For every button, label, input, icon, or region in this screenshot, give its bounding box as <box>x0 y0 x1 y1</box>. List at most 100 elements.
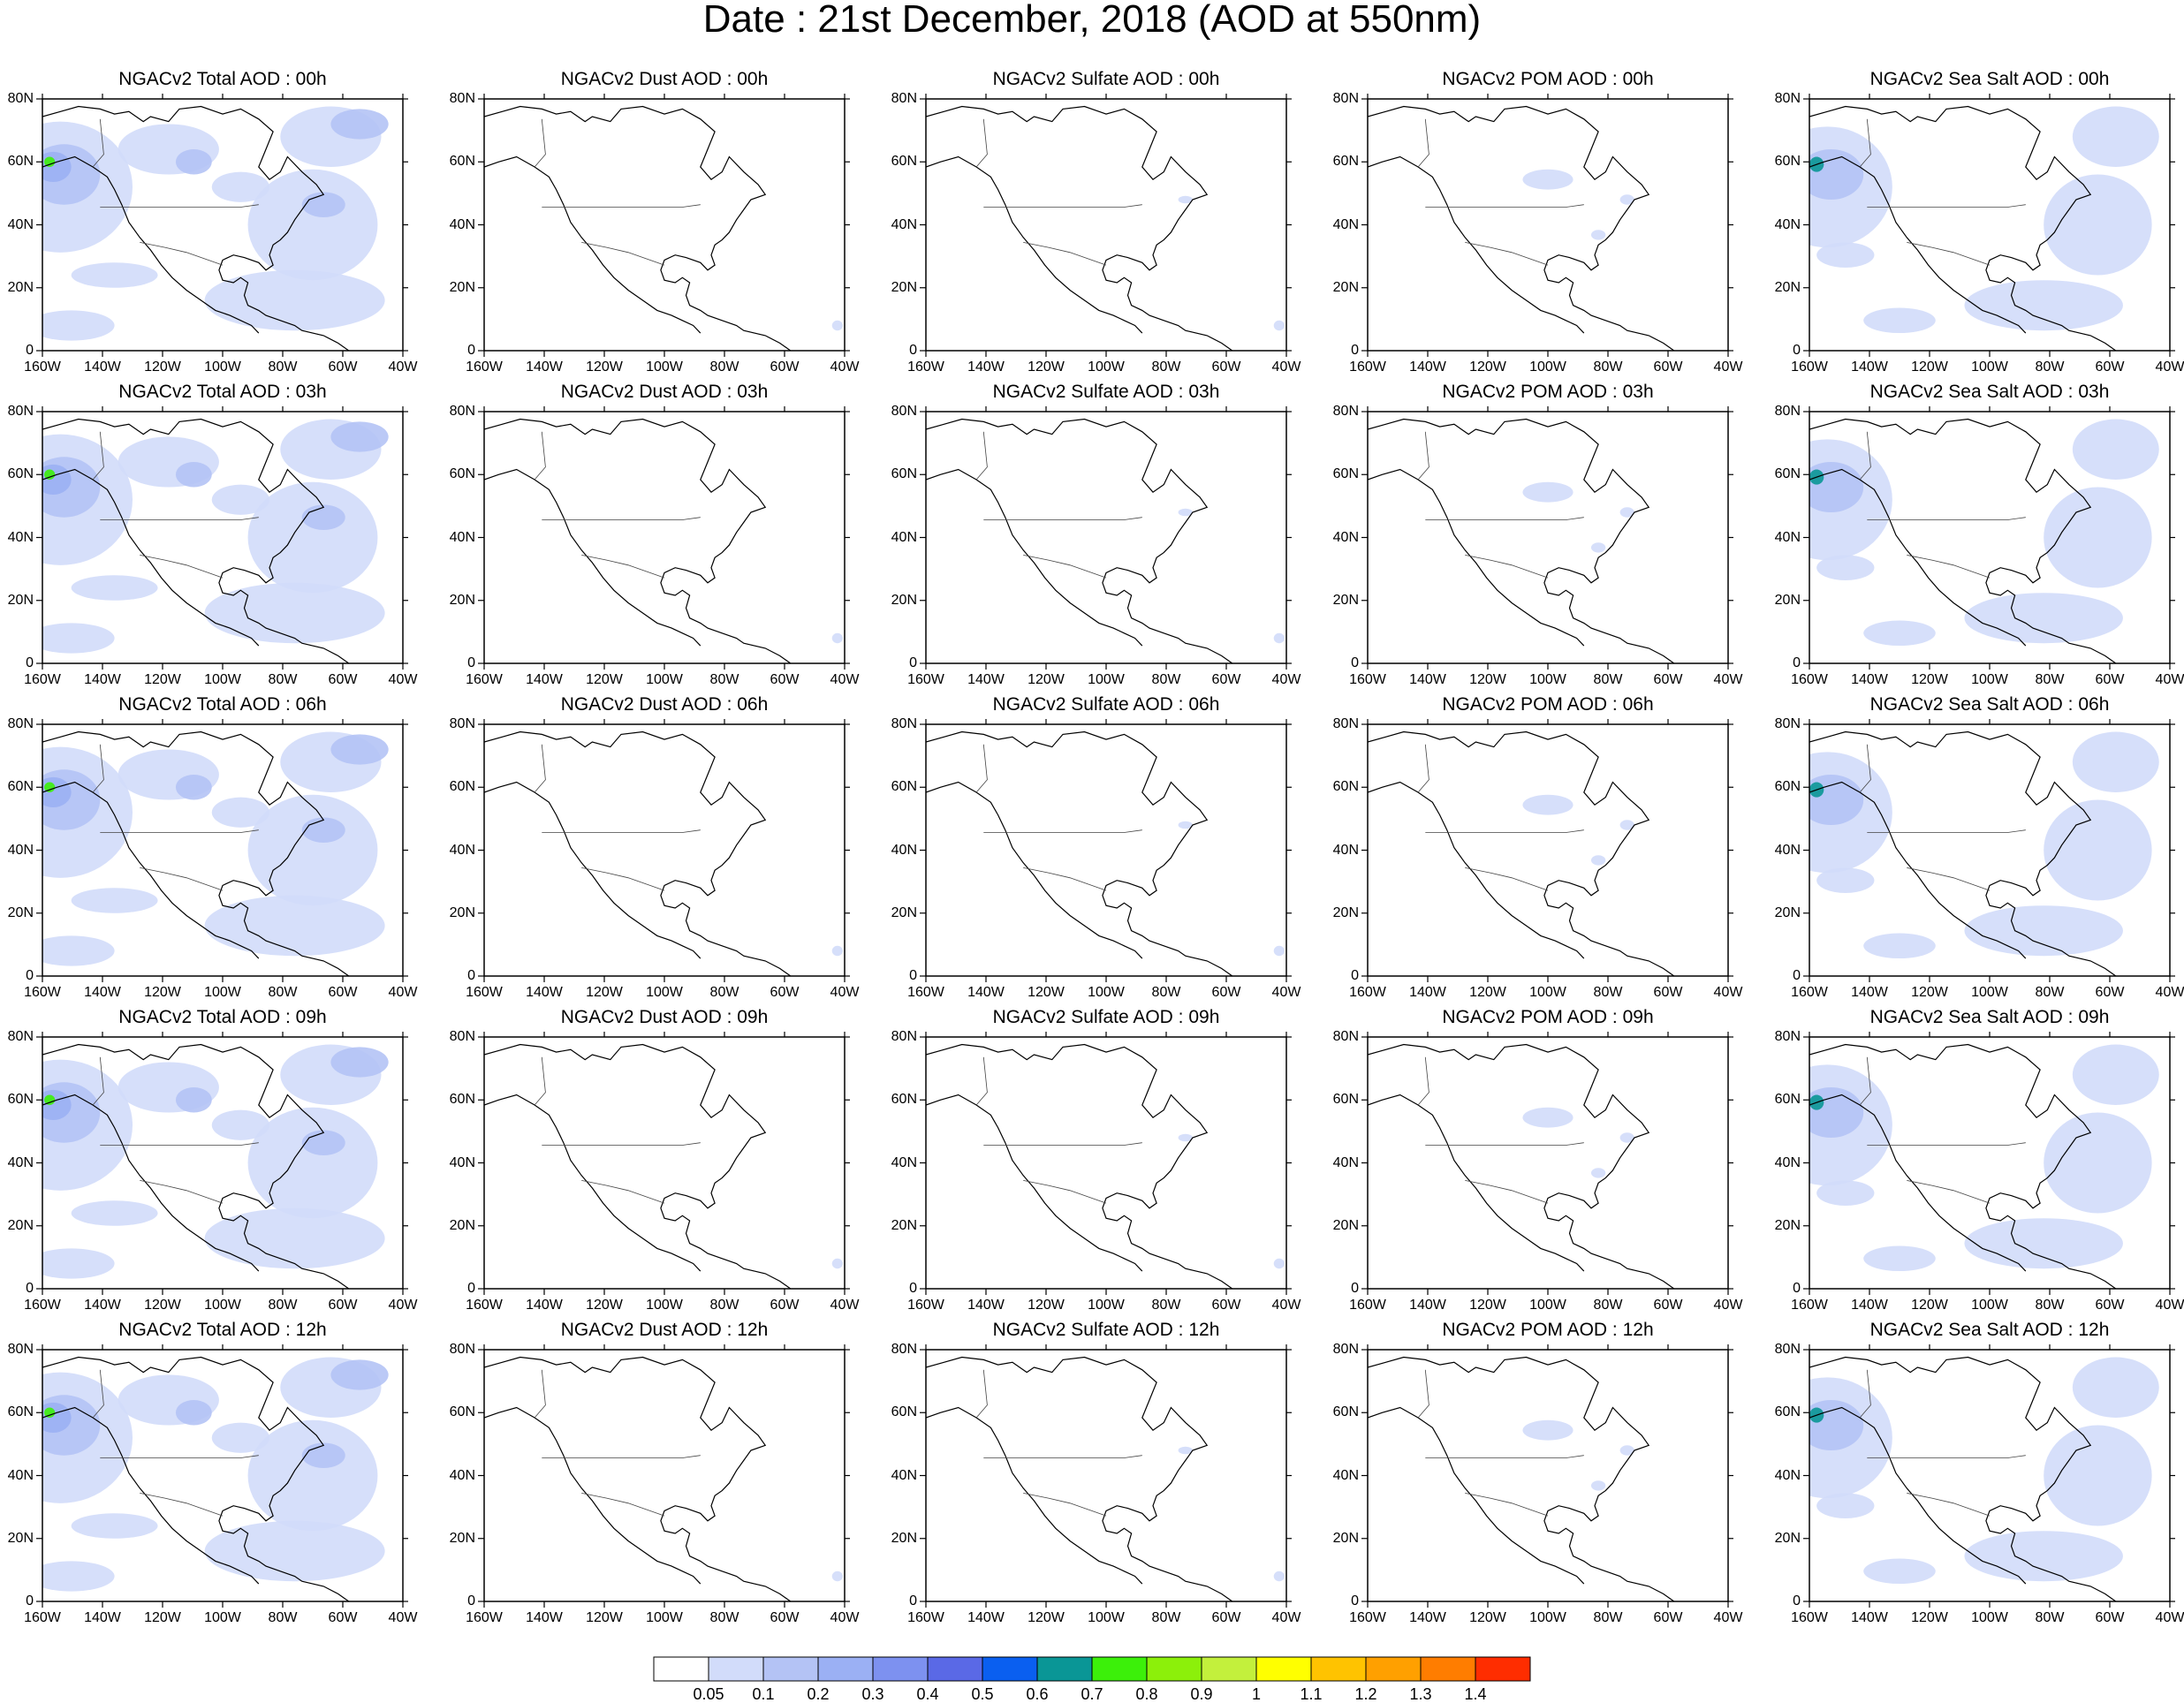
border-line <box>1465 242 1549 266</box>
x-tick-label: 120W <box>586 672 623 687</box>
y-tick-label: 0 <box>467 1593 475 1608</box>
panel-title: NGACv2 Dust AOD : 03h <box>560 382 769 402</box>
border-line <box>975 744 988 793</box>
border-line <box>1867 829 2026 833</box>
panel-title: NGACv2 Dust AOD : 00h <box>560 69 769 89</box>
x-tick-label: 80W <box>1593 1298 1623 1313</box>
x-tick-label: 140W <box>1851 1610 1888 1625</box>
x-tick-label: 60W <box>2095 672 2125 687</box>
aod-region <box>1863 307 1936 334</box>
coastline <box>42 418 350 663</box>
aod-region <box>1964 280 2123 331</box>
x-tick-label: 40W <box>1713 360 1743 375</box>
x-tick-label: 80W <box>1593 360 1623 375</box>
y-tick-label: 40N <box>7 1154 34 1170</box>
x-tick-label: 100W <box>204 985 241 1000</box>
y-tick-label: 0 <box>1351 343 1359 358</box>
x-tick-label: 140W <box>526 360 563 375</box>
x-tick-label: 140W <box>967 672 1005 687</box>
x-tick-label: 40W <box>1271 1610 1301 1625</box>
y-tick-label: 40N <box>7 216 34 232</box>
border-line <box>983 1142 1142 1146</box>
aod-region <box>301 504 345 530</box>
panel-title: NGACv2 Sulfate AOD : 12h <box>992 1320 1220 1340</box>
y-tick-label: 80N <box>1774 404 1801 419</box>
border-line <box>1417 118 1429 168</box>
y-tick-label: 20N <box>1774 904 1801 920</box>
aod-region <box>1590 542 1606 553</box>
aod-region <box>1273 320 1285 331</box>
x-tick-label: 120W <box>1469 672 1506 687</box>
y-tick-label: 20N <box>449 1217 475 1233</box>
aod-region <box>44 782 56 792</box>
border-line <box>1417 431 1429 481</box>
coastline <box>484 155 701 334</box>
x-tick-label: 40W <box>388 360 418 375</box>
coastline <box>1368 781 1585 959</box>
x-tick-label: 60W <box>1211 1298 1241 1313</box>
border-line <box>1425 829 1584 833</box>
panel-title: NGACv2 POM AOD : 06h <box>1442 694 1654 715</box>
y-tick-label: 60N <box>891 154 917 170</box>
y-tick-label: 20N <box>891 1217 917 1233</box>
coastline <box>926 155 1143 334</box>
aod-region <box>330 1359 389 1390</box>
x-tick-label: 60W <box>1653 985 1683 1000</box>
y-tick-label: 0 <box>909 968 917 983</box>
aod-region <box>44 1094 56 1105</box>
aod-region <box>301 1442 345 1468</box>
x-tick-label: 140W <box>84 985 121 1000</box>
border-line <box>1023 1493 1107 1517</box>
colorbar-label: 0.2 <box>807 1685 830 1703</box>
aod-region <box>330 1047 389 1078</box>
aod-region <box>330 734 389 765</box>
x-tick-label: 160W <box>24 360 61 375</box>
border-line <box>1425 517 1584 520</box>
aod-region <box>1590 1168 1606 1178</box>
y-tick-label: 60N <box>1774 466 1801 482</box>
x-tick-label: 40W <box>1271 360 1301 375</box>
coastline <box>926 730 1233 976</box>
x-tick-label: 80W <box>1593 985 1623 1000</box>
aod-region <box>175 462 212 488</box>
colorbar-box <box>927 1656 983 1682</box>
border-line <box>1023 867 1107 891</box>
y-tick-label: 80N <box>449 1029 475 1044</box>
coastline <box>1809 105 2117 351</box>
y-tick-label: 20N <box>1332 904 1359 920</box>
x-tick-label: 120W <box>144 1298 181 1313</box>
x-tick-label: 60W <box>1653 672 1683 687</box>
y-tick-label: 0 <box>26 1593 34 1608</box>
aod-region <box>1590 855 1606 866</box>
x-tick-label: 120W <box>144 360 181 375</box>
x-tick-label: 60W <box>2095 985 2125 1000</box>
x-tick-label: 140W <box>967 1610 1005 1625</box>
aod-region <box>1619 194 1634 205</box>
aod-region <box>1273 1571 1285 1582</box>
x-tick-label: 120W <box>1911 985 1948 1000</box>
x-tick-label: 80W <box>1593 672 1623 687</box>
y-tick-label: 80N <box>1774 91 1801 106</box>
border-line <box>534 744 546 793</box>
aod-region <box>1590 1480 1606 1491</box>
y-tick-label: 80N <box>1332 1342 1359 1357</box>
border-line <box>1023 242 1107 266</box>
x-tick-label: 160W <box>466 672 503 687</box>
x-tick-label: 160W <box>466 1298 503 1313</box>
colorbar-box <box>708 1656 764 1682</box>
x-tick-label: 60W <box>328 1298 358 1313</box>
x-tick-label: 60W <box>1653 360 1683 375</box>
aod-region <box>1863 620 1936 647</box>
x-tick-label: 120W <box>1028 1298 1065 1313</box>
x-tick-label: 160W <box>1349 672 1386 687</box>
y-tick-label: 0 <box>909 343 917 358</box>
aod-region <box>1809 775 1864 825</box>
colorbar-box <box>653 1656 709 1682</box>
aod-region <box>1178 1446 1193 1455</box>
aod-region <box>1863 1245 1936 1272</box>
x-tick-label: 60W <box>328 672 358 687</box>
y-tick-label: 60N <box>7 1092 34 1108</box>
y-tick-label: 60N <box>891 1404 917 1420</box>
coastline <box>1809 1043 2117 1289</box>
colorbar-label: 0.5 <box>971 1685 994 1703</box>
